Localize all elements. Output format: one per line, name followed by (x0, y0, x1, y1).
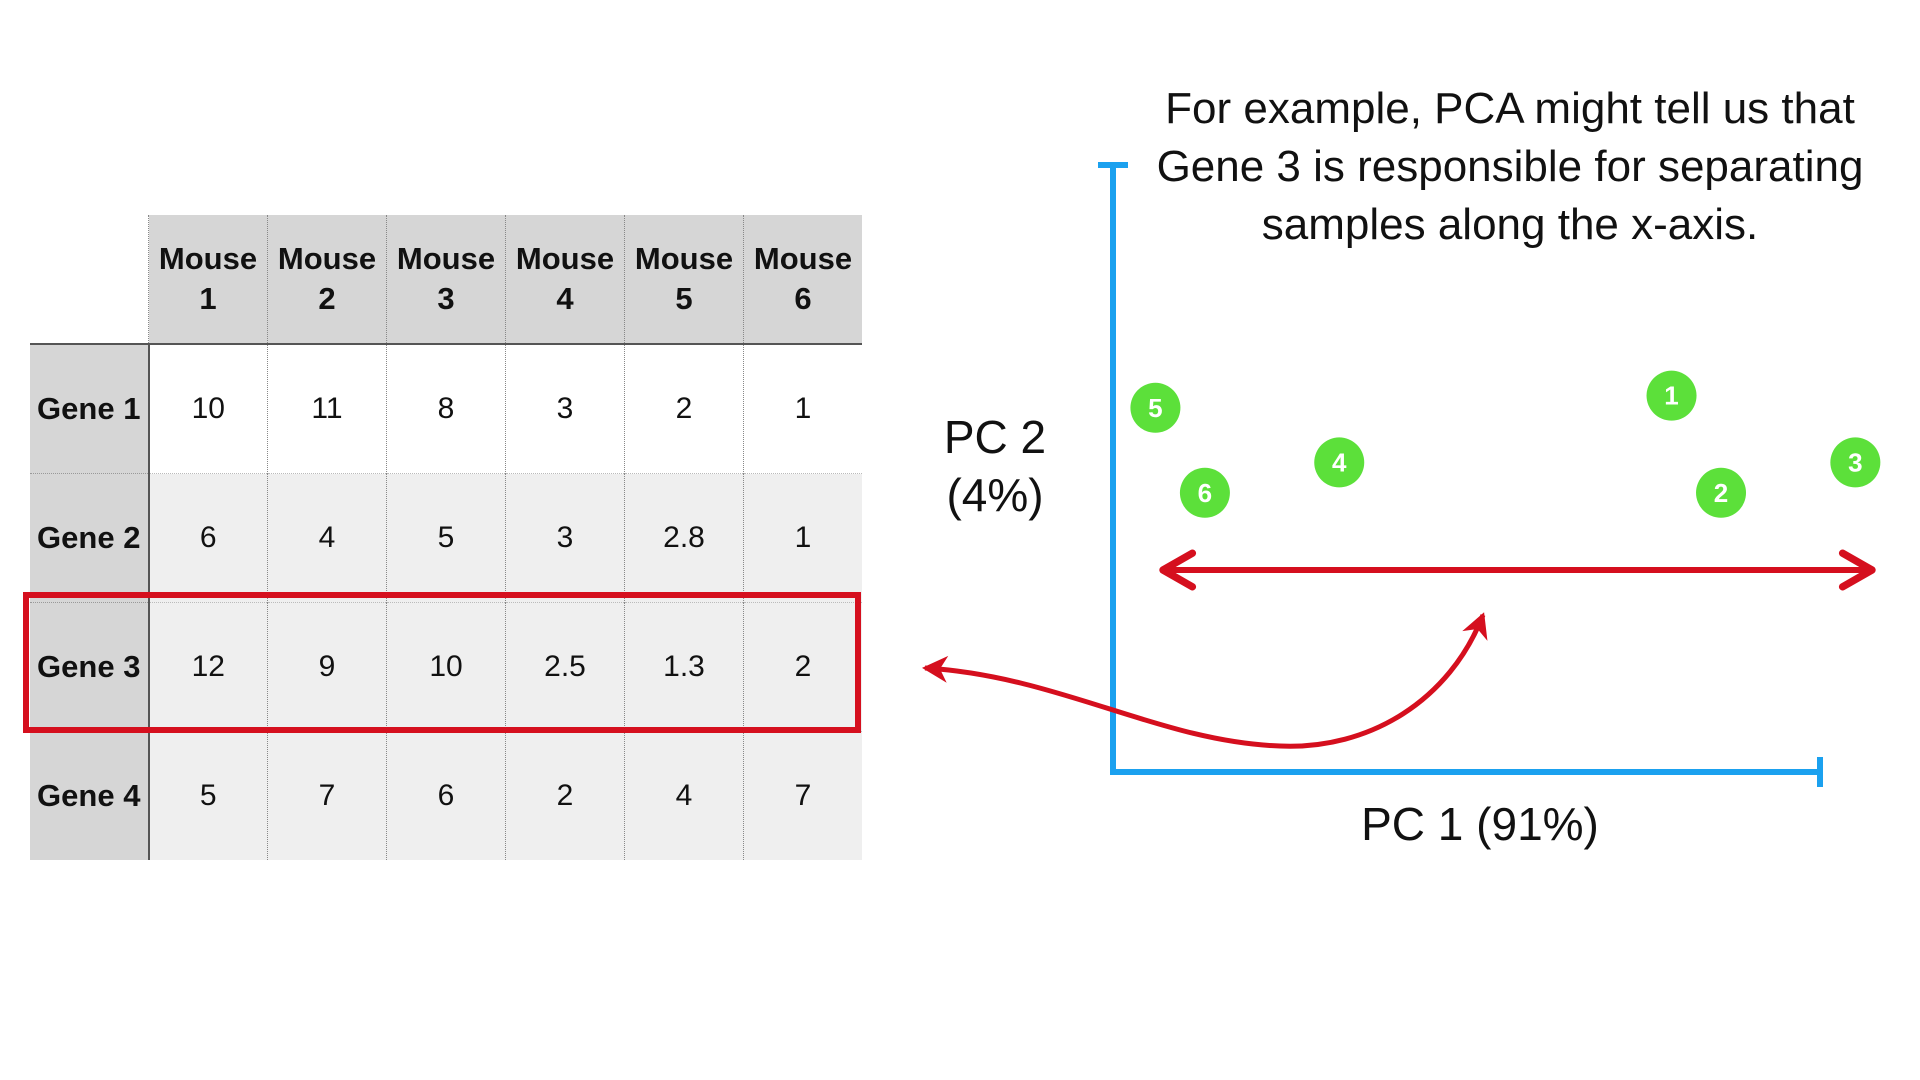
y-axis-label-line1: PC 2 (943, 411, 1047, 463)
table-row-gene-1: Gene 1 10 11 8 3 2 1 (30, 343, 862, 474)
table-row-gene-3: Gene 3 12 9 10 2.5 1.3 2 (30, 602, 862, 732)
data-point-4: 4 (1314, 437, 1365, 488)
column-header-mouse-5: Mouse 5 (624, 215, 744, 345)
table-row-gene-4: Gene 4 5 7 6 2 4 7 (30, 731, 862, 860)
table-cell: 2.5 (505, 602, 625, 732)
points-layer: 1 2 3 4 5 6 (1130, 370, 1881, 518)
data-point-marker (1646, 370, 1697, 421)
column-header-mouse-4: Mouse 4 (505, 215, 625, 345)
table-cell: 2 (743, 602, 862, 732)
table-cell: 6 (386, 731, 506, 860)
data-point-label: 1 (1664, 381, 1678, 411)
table-cell: 9 (267, 602, 387, 732)
column-header-mouse-6: Mouse 6 (743, 215, 862, 345)
table-cell: 1 (743, 473, 862, 603)
table-header-row: Mouse 1 Mouse 2 Mouse 3 Mouse 4 Mouse 5 Mouse… (30, 215, 862, 345)
table-cell: 6 (148, 473, 268, 603)
table-cell: 2 (505, 731, 625, 860)
data-point-label: 4 (1332, 447, 1347, 477)
data-point-5: 5 (1130, 382, 1181, 433)
data-point-label: 2 (1714, 478, 1728, 508)
table-cell: 3 (505, 473, 625, 603)
table-cell: 10 (386, 602, 506, 732)
gene-expression-table: Mouse 1 Mouse 2 Mouse 3 Mouse 4 Mouse 5 Mouse… (30, 215, 862, 860)
table-cell: 7 (267, 731, 387, 860)
table-cell: 2.8 (624, 473, 744, 603)
table-cell: 12 (148, 602, 268, 732)
data-point-1: 1 (1646, 370, 1697, 421)
table-cell: 10 (148, 343, 268, 474)
column-header-mouse-2: Mouse 2 (267, 215, 387, 345)
table-row-gene-2: Gene 2 6 4 5 3 2.8 1 (30, 473, 862, 603)
table-cell: 4 (267, 473, 387, 603)
y-axis-label-line2: (4%) (946, 469, 1044, 521)
y-axis-label: PC 2 (4%) (930, 408, 1060, 524)
data-point-label: 6 (1198, 478, 1212, 508)
table-cell: 8 (386, 343, 506, 474)
gene-3-link-arrow (922, 612, 1488, 749)
row-header-gene-4: Gene 4 (30, 731, 150, 860)
data-point-marker (1130, 382, 1181, 433)
column-header-mouse-3: Mouse 3 (386, 215, 506, 345)
x-axis-label: PC 1 (91%) (1361, 798, 1599, 850)
gene-3-highlight-box (23, 592, 861, 733)
data-point-3: 3 (1830, 437, 1881, 488)
row-header-gene-1: Gene 1 (30, 343, 150, 474)
row-header-gene-3: Gene 3 (30, 602, 150, 732)
column-header-mouse-1: Mouse 1 (148, 215, 268, 345)
table-cell: 5 (386, 473, 506, 603)
data-point-marker (1314, 437, 1365, 488)
data-point-label: 3 (1848, 447, 1862, 477)
data-point-marker (1830, 437, 1881, 488)
data-point-marker (1179, 467, 1230, 518)
table-cell: 1.3 (624, 602, 744, 732)
table-cell: 4 (624, 731, 744, 860)
table-corner (30, 215, 149, 344)
table-cell: 5 (148, 731, 268, 860)
table-cell: 2 (624, 343, 744, 474)
data-point-label: 5 (1148, 393, 1162, 423)
data-point-6: 6 (1179, 467, 1230, 518)
data-point-2: 2 (1696, 467, 1747, 518)
table-cell: 11 (267, 343, 387, 474)
table-cell: 1 (743, 343, 862, 474)
row-header-gene-2: Gene 2 (30, 473, 150, 603)
explanation-caption: For example, PCA might tell us that Gene… (1156, 84, 1864, 249)
table-cell: 7 (743, 731, 862, 860)
data-point-marker (1696, 467, 1747, 518)
table-cell: 3 (505, 343, 625, 474)
